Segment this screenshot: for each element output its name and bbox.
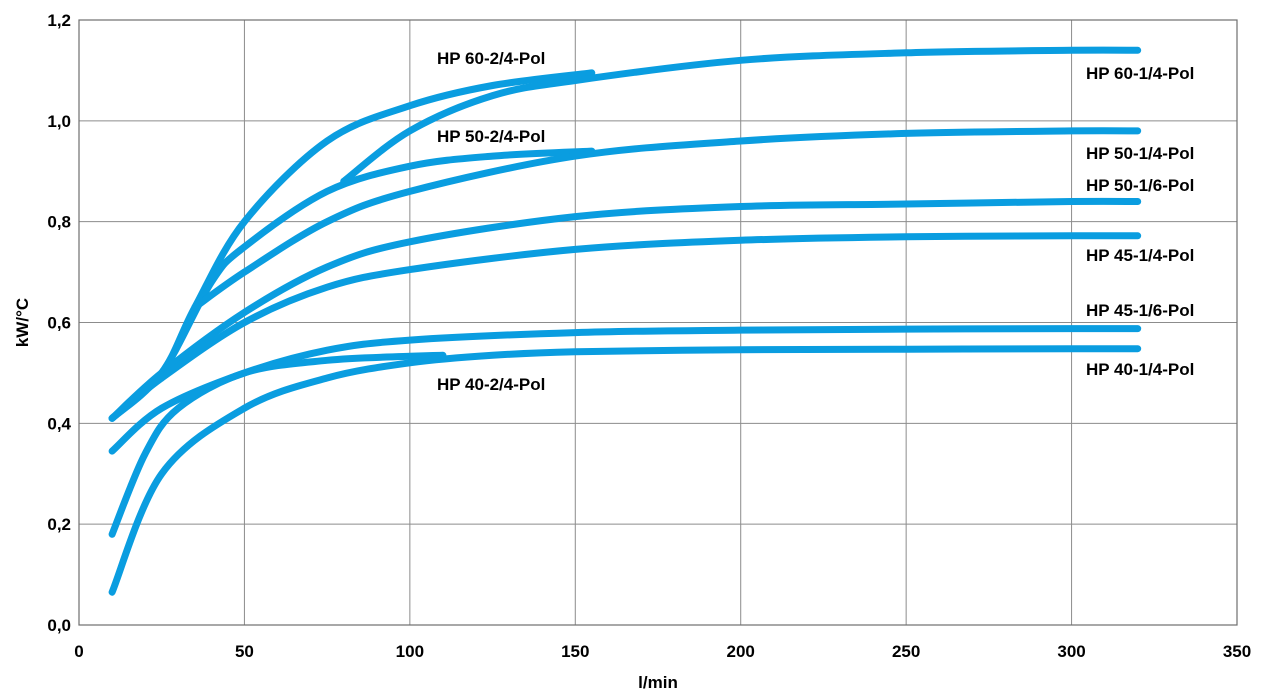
series-label-hp-40-1-4-pol: HP 40-1/4-Pol: [1086, 360, 1194, 379]
series-label-hp-60-1-4-pol: HP 60-1/4-Pol: [1086, 64, 1194, 83]
y-tick-label: 1,2: [47, 11, 71, 30]
y-tick-label: 0,2: [47, 515, 71, 534]
y-tick-label: 0,0: [47, 616, 71, 635]
series-label-hp-45-1-4-pol: HP 45-1/4-Pol: [1086, 246, 1194, 265]
x-tick-label: 300: [1057, 642, 1085, 661]
y-tick-label: 0,6: [47, 314, 71, 333]
series-label-hp-50-1-6-pol: HP 50-1/6-Pol: [1086, 176, 1194, 195]
x-tick-label: 0: [74, 642, 83, 661]
x-tick-label: 100: [396, 642, 424, 661]
series-labels: HP 60-2/4-Pol HP 60-1/4-Pol HP 50-2/4-Pol H…: [437, 49, 1194, 394]
series-line-hp-40-2-4-pol: [108, 351, 447, 538]
y-tick-label: 1,0: [47, 112, 71, 131]
x-tick-label: 50: [235, 642, 254, 661]
y-axis-ticks: 0,0 0,2 0,4 0,6 0,8 1,0 1,2: [47, 11, 71, 635]
series-line-hp-45-1-4-pol: [108, 232, 1142, 422]
series-line-hp-60-2-4-pol: [108, 69, 596, 422]
series-label-hp-50-2-4-pol: HP 50-2/4-Pol: [437, 127, 545, 146]
series-label-hp-40-2-4-pol: HP 40-2/4-Pol: [437, 375, 545, 394]
series-label-hp-60-2-4-pol: HP 60-2/4-Pol: [437, 49, 545, 68]
series-label-hp-50-1-4-pol: HP 50-1/4-Pol: [1086, 144, 1194, 163]
x-tick-label: 200: [727, 642, 755, 661]
x-axis-ticks: 0 50 100 150 200 250 300 350: [74, 642, 1251, 661]
x-tick-label: 350: [1223, 642, 1251, 661]
series-line-hp-50-2-4-pol: [108, 147, 596, 422]
x-axis-title: l/min: [638, 673, 678, 692]
series-line-hp-50-1-6-pol: [108, 197, 1142, 422]
series-line-hp-60-1-4-pol: [340, 46, 1142, 185]
series-line-hp-40-1-4-pol: [108, 345, 1142, 596]
grid: [79, 20, 1237, 625]
series-line-hp-50-1-4-pol: [191, 127, 1142, 311]
y-tick-label: 0,4: [47, 414, 71, 433]
series-lines: [108, 46, 1142, 596]
plot-frame: [78, 19, 1238, 626]
x-tick-label: 150: [561, 642, 589, 661]
y-axis-title: kW/°C: [13, 298, 32, 347]
y-tick-label: 0,8: [47, 213, 71, 232]
series-label-hp-45-1-6-pol: HP 45-1/6-Pol: [1086, 301, 1194, 320]
x-tick-label: 250: [892, 642, 920, 661]
